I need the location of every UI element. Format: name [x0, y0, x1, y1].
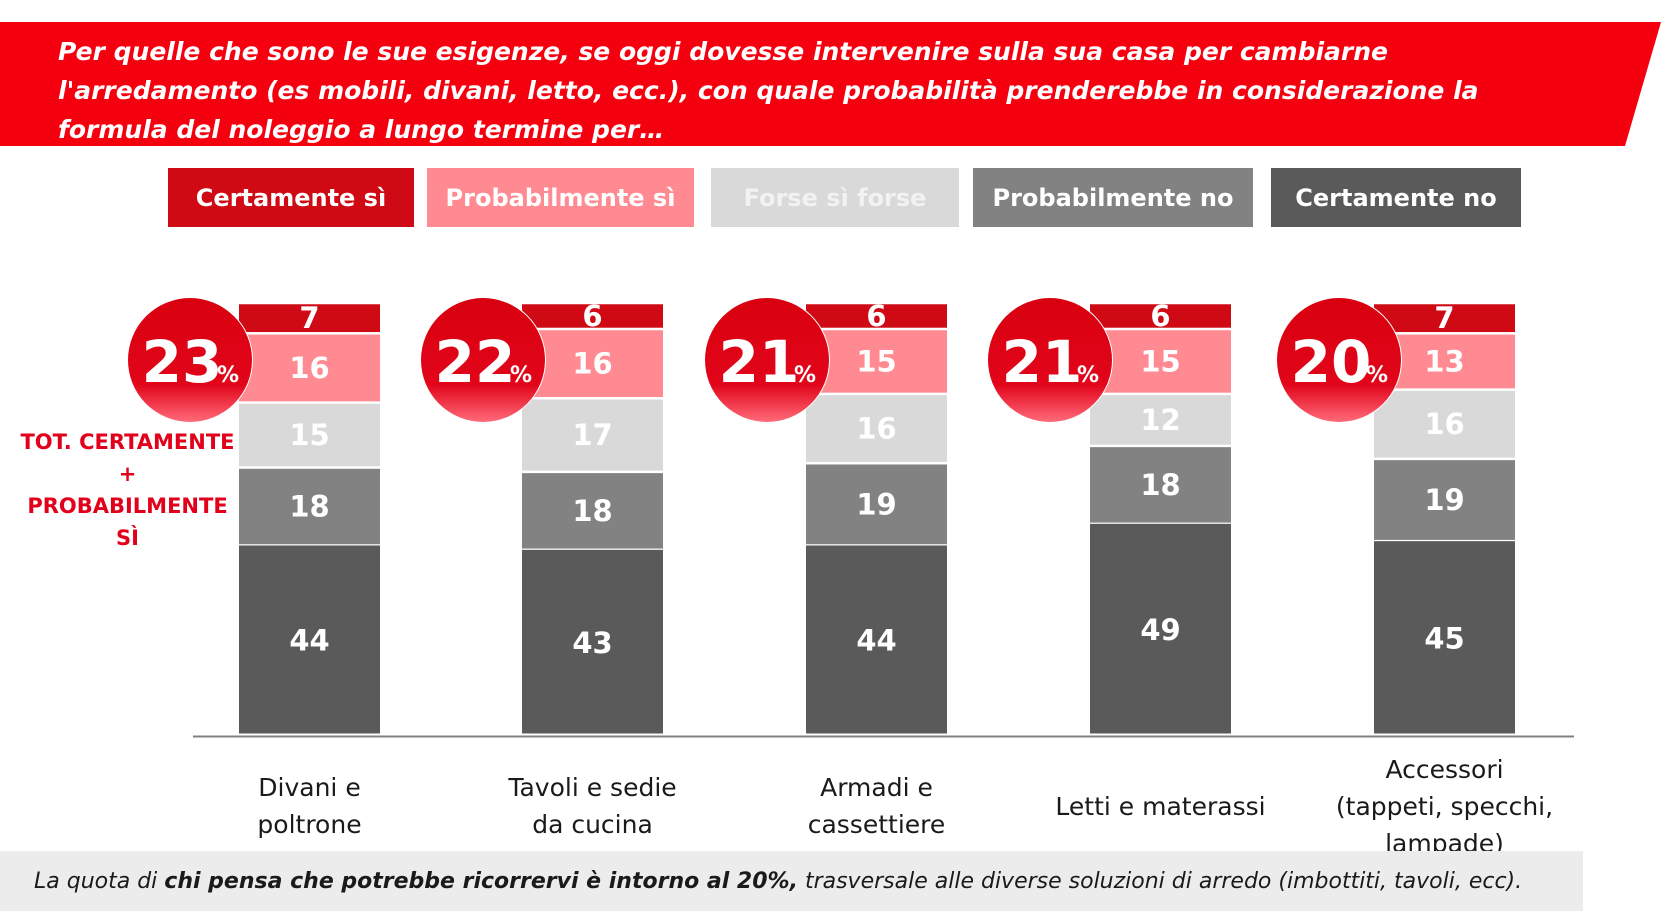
category-label-armadi-e-cassettiere: Armadi e cassettiere	[747, 760, 1007, 852]
bar-armadi-e-cassettiere-certamente-no	[806, 545, 947, 734]
banner-background	[0, 22, 1661, 146]
data-label-letti-e-materassi-certamente-no: 49	[1140, 613, 1180, 647]
bar-tavoli-e-sedie-da-cucina-certamente-no	[522, 549, 663, 734]
data-label-divani-e-poltrone-probabilmente-no: 18	[289, 490, 329, 524]
footer-bold: chi pensa che potrebbe ricorrervi è into…	[164, 868, 798, 894]
data-label-accessori-tappeti-specchi-lampade-certamente-no: 45	[1424, 622, 1464, 656]
total-unit-accessori-tappeti-specchi-lampade: %	[1366, 363, 1388, 388]
category-label-tavoli-e-sedie-da-cucina: Tavoli e sedie da cucina	[463, 760, 723, 852]
legend-item-forse-si-forse: Forse sì forse	[711, 168, 959, 227]
bar-tavoli-e-sedie-da-cucina-forse-si-forse	[522, 399, 663, 471]
bar-divani-e-poltrone-probabilmente-si	[239, 334, 380, 402]
data-label-divani-e-poltrone-certamente-si: 7	[299, 301, 319, 335]
data-label-letti-e-materassi-forse-si-forse: 12	[1140, 403, 1180, 437]
category-label-line: da cucina	[532, 810, 653, 839]
total-value-divani-e-poltrone: 23	[142, 328, 223, 396]
bar-accessori-tappeti-specchi-lampade-certamente-si	[1374, 304, 1515, 333]
data-label-tavoli-e-sedie-da-cucina-probabilmente-no: 18	[572, 494, 612, 528]
legend-item-certamente-no: Certamente no	[1271, 168, 1521, 227]
data-label-armadi-e-cassettiere-certamente-si: 6	[866, 299, 886, 333]
total-unit-tavoli-e-sedie-da-cucina: %	[510, 363, 532, 388]
total-circle-tavoli-e-sedie-da-cucina	[421, 298, 545, 422]
total-value-tavoli-e-sedie-da-cucina: 22	[435, 328, 516, 396]
category-label-line: Tavoli e sedie	[508, 773, 677, 802]
data-label-tavoli-e-sedie-da-cucina-certamente-si: 6	[582, 299, 602, 333]
question-text: Per quelle che sono le sue esigenze, se …	[58, 37, 1479, 144]
total-unit-divani-e-poltrone: %	[217, 363, 239, 388]
data-label-letti-e-materassi-probabilmente-no: 18	[1140, 468, 1180, 502]
total-value-armadi-e-cassettiere: 21	[719, 328, 800, 396]
bar-divani-e-poltrone-forse-si-forse	[239, 403, 380, 467]
data-label-armadi-e-cassettiere-probabilmente-si: 15	[856, 344, 896, 378]
footer-text: La quota di chi pensa che potrebbe ricor…	[34, 869, 1522, 894]
category-label-line: Letti e materassi	[1055, 791, 1266, 821]
total-circle-letti-e-materassi	[988, 298, 1112, 422]
data-label-accessori-tappeti-specchi-lampade-probabilmente-no: 19	[1424, 483, 1464, 517]
bar-tavoli-e-sedie-da-cucina-certamente-si	[522, 304, 663, 328]
data-label-armadi-e-cassettiere-probabilmente-no: 19	[856, 487, 896, 521]
category-label-letti-e-materassi: Letti e materassi	[1031, 760, 1291, 852]
category-label-line: Armadi e	[820, 773, 933, 802]
data-label-divani-e-poltrone-probabilmente-si: 16	[289, 351, 329, 385]
data-label-letti-e-materassi-certamente-si: 6	[1150, 299, 1170, 333]
data-label-accessori-tappeti-specchi-lampade-forse-si-forse: 16	[1424, 407, 1464, 441]
category-label-divani-e-poltrone: Divani e poltrone	[180, 760, 440, 852]
data-label-divani-e-poltrone-forse-si-forse: 15	[289, 418, 329, 452]
data-label-armadi-e-cassettiere-forse-si-forse: 16	[856, 412, 896, 446]
footer-prefix: La quota di	[34, 868, 165, 894]
question-banner	[0, 22, 1661, 146]
category-label-accessori-tappeti-specchi-lampade: Accessori (tappeti, specchi, lampade)	[1315, 755, 1575, 858]
bar-letti-e-materassi-forse-si-forse	[1090, 395, 1231, 445]
bar-accessori-tappeti-specchi-lampade-certamente-no	[1374, 541, 1515, 734]
bar-armadi-e-cassettiere-forse-si-forse	[806, 395, 947, 462]
total-value-letti-e-materassi: 21	[1002, 328, 1083, 396]
legend-item-certamente-si: Certamente sì	[168, 168, 414, 227]
bar-armadi-e-cassettiere-certamente-si	[806, 304, 947, 328]
tot-label: TOT. CERTAMENTE + PROBABILMENTE SÌ	[20, 430, 235, 550]
bar-letti-e-materassi-probabilmente-no	[1090, 447, 1231, 523]
bar-accessori-tappeti-specchi-lampade-probabilmente-no	[1374, 460, 1515, 540]
data-label-accessori-tappeti-specchi-lampade-probabilmente-si: 13	[1424, 344, 1464, 378]
bar-accessori-tappeti-specchi-lampade-forse-si-forse	[1374, 390, 1515, 458]
banner-shape	[0, 22, 1661, 146]
bar-divani-e-poltrone-certamente-no	[239, 545, 380, 734]
total-circle-armadi-e-cassettiere	[705, 298, 829, 422]
category-label-line: poltrone	[257, 810, 362, 839]
category-label-text: Accessori (tappeti, specchi, lampade)	[1336, 751, 1553, 862]
category-label-line: Accessori	[1385, 754, 1504, 784]
category-label-text: Armadi e cassettiere	[808, 769, 946, 843]
total-value-accessori-tappeti-specchi-lampade: 20	[1291, 328, 1372, 396]
data-label-divani-e-poltrone-certamente-no: 44	[289, 624, 329, 658]
bar-divani-e-poltrone-probabilmente-no	[239, 468, 380, 545]
category-label-line: (tappeti, specchi,	[1335, 791, 1554, 821]
bar-letti-e-materassi-certamente-no	[1090, 523, 1231, 734]
total-circle-divani-e-poltrone	[128, 298, 252, 422]
bar-divani-e-poltrone-certamente-si	[239, 304, 380, 333]
data-label-tavoli-e-sedie-da-cucina-certamente-no: 43	[572, 626, 612, 660]
bar-letti-e-materassi-probabilmente-si	[1090, 330, 1231, 393]
data-label-tavoli-e-sedie-da-cucina-forse-si-forse: 17	[572, 418, 612, 452]
category-label-text: Letti e materassi	[1055, 788, 1265, 825]
footer-suffix: trasversale alle diverse soluzioni di ar…	[797, 868, 1523, 894]
data-label-tavoli-e-sedie-da-cucina-probabilmente-si: 16	[572, 347, 612, 381]
category-label-text: Divani e poltrone	[257, 769, 361, 843]
footer-note: La quota di chi pensa che potrebbe ricor…	[0, 851, 1583, 911]
bar-tavoli-e-sedie-da-cucina-probabilmente-no	[522, 473, 663, 549]
total-circle-accessori-tappeti-specchi-lampade	[1277, 298, 1401, 422]
total-unit-armadi-e-cassettiere: %	[794, 363, 816, 388]
bar-letti-e-materassi-certamente-si	[1090, 304, 1231, 328]
category-label-text: Tavoli e sedie da cucina	[508, 769, 676, 843]
bar-armadi-e-cassettiere-probabilmente-no	[806, 464, 947, 545]
legend-item-probabilmente-no: Probabilmente no	[973, 168, 1253, 227]
legend-item-probabilmente-si: Probabilmente sì	[427, 168, 694, 227]
total-unit-letti-e-materassi: %	[1077, 363, 1099, 388]
category-label-line: cassettiere	[807, 810, 946, 839]
category-label-line: Divani e	[258, 773, 361, 802]
data-label-armadi-e-cassettiere-certamente-no: 44	[856, 624, 896, 658]
data-label-letti-e-materassi-probabilmente-si: 15	[1140, 344, 1180, 378]
data-label-accessori-tappeti-specchi-lampade-certamente-si: 7	[1434, 301, 1454, 335]
